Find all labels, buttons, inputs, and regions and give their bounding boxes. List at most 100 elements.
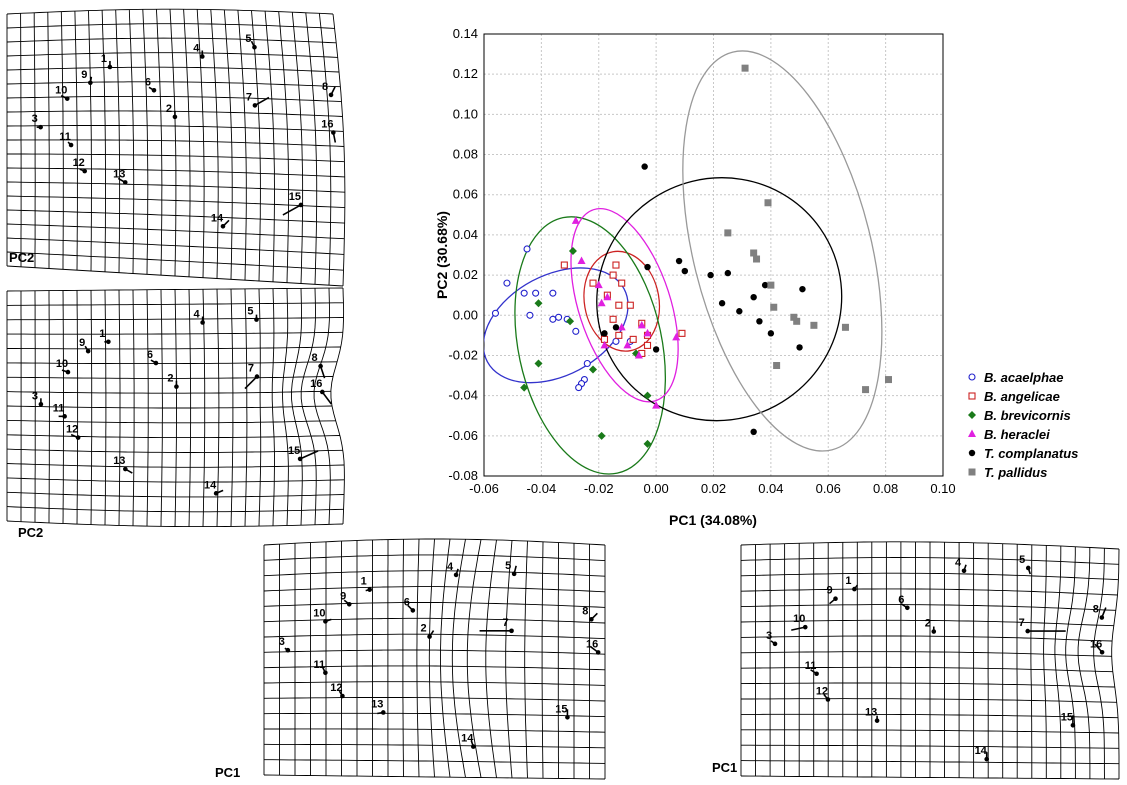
grid-column-line [237,10,247,281]
legend-label: B. acaelphae [984,370,1064,385]
grid-column-line [291,288,303,526]
grid-column-line [524,541,528,779]
data-point [560,261,568,269]
x-tick-label: 0.02 [701,481,726,496]
legend: B. acaelphae B. angelicae B. brevicornis B.… [968,370,1078,480]
series-points [571,216,681,409]
grid-row-line [740,666,1113,673]
confidence-ellipse [596,177,843,422]
landmark-point [252,44,257,50]
landmark-point [172,114,178,120]
data-point [612,261,620,269]
landmark-point [153,360,159,366]
landmark-point [254,317,259,322]
landmark-point [802,624,808,630]
grid-row-line [7,331,343,335]
grid-row-line [740,635,1113,642]
x-tick-label: 0.00 [643,481,668,496]
landmark-point [328,92,334,98]
grid-column-line [313,288,331,525]
data-point [736,308,743,315]
grid-column-line [305,12,318,285]
landmark-point [62,414,67,419]
grid-column-line [1030,544,1033,779]
landmark-point [931,629,937,634]
grid-row-line [740,651,1112,657]
landmark-point [106,339,111,345]
data-point [600,340,609,349]
grid-column-line [142,9,149,275]
data-point [841,323,849,331]
grid-column-line [132,289,135,526]
grid-row-line [6,419,336,424]
legend-label: B. brevicornis [984,408,1071,423]
landmark-point [252,103,258,108]
x-tick-label: -0.02 [584,481,614,496]
landmark-vector [282,204,302,216]
legend-label: B. heraclei [984,427,1050,442]
grid-column-line [282,288,289,526]
landmark-label: 16 [1090,638,1102,650]
landmark-label: 12 [330,682,342,694]
grid-column-line [1065,546,1076,779]
landmark-point [323,619,328,624]
landmark-point [107,64,113,70]
data-point [750,293,757,301]
confidence-ellipse [583,250,661,352]
legend-marker [968,373,976,381]
data-point [603,292,612,301]
y-tick-label: -0.08 [448,468,478,483]
landmark-point [471,744,476,749]
grid-caption: PC1 [712,760,737,775]
landmark-point [905,605,910,611]
data-point [773,362,781,369]
data-point [583,359,591,368]
data-point [672,332,681,341]
grid-column-line [160,289,163,527]
landmark-point [961,568,967,574]
landmark-label: 5 [247,306,253,318]
landmark-point [75,435,81,440]
landmark-label: 6 [145,76,151,88]
grid-column-line [330,287,345,525]
landmark-point [1025,565,1031,571]
data-point [790,313,798,321]
landmark-point [220,223,226,229]
landmark-point [346,601,352,607]
grid-row-line [263,681,606,686]
landmark-point [123,466,128,472]
landmark-point [1099,649,1105,655]
data-point [534,359,543,368]
data-point [756,318,763,325]
y-tick-label: 0.06 [453,187,478,202]
data-point [767,281,775,289]
grid-column-line [318,13,332,286]
data-point [623,340,632,349]
landmark-label: 3 [279,636,285,648]
series-points [491,245,634,392]
landmark-label: 1 [845,575,851,587]
grid-row-line [263,586,606,593]
grid-column-line [202,289,206,527]
series-points [724,64,892,394]
grid-column-line [466,539,482,778]
landmark-point [565,715,570,720]
landmark-label: 4 [194,308,201,320]
landmark-vector [299,450,319,460]
data-point [597,298,606,307]
data-point [764,199,772,207]
landmark-label: 8 [322,81,328,93]
legend-marker [968,468,976,476]
data-point [597,431,606,440]
data-point [724,269,732,277]
grid-column-line [128,9,135,274]
data-point [707,271,714,279]
grid-row-line [263,712,606,718]
series-points [560,261,686,357]
landmark-label: 8 [582,605,588,617]
landmark-label: 4 [447,561,454,573]
landmark-point [825,697,831,702]
landmark-point [323,670,328,676]
landmark-label: 11 [59,131,71,143]
landmark-label: 16 [321,119,333,131]
